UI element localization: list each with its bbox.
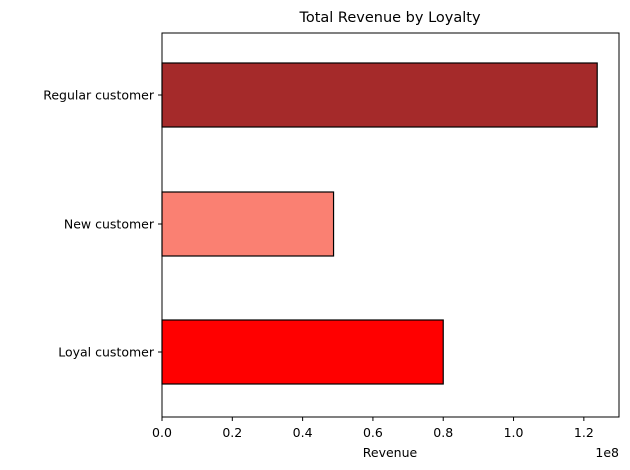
axis-multiplier: 1e8 xyxy=(595,445,619,460)
bar-regular-customer xyxy=(161,62,598,128)
y-tick-label: New customer xyxy=(64,217,155,232)
y-axis-ticks: Loyal customer New customer Regular custom… xyxy=(43,88,162,360)
y-tick-label: Loyal customer xyxy=(58,345,155,360)
x-tick-label: 0.0 xyxy=(152,425,172,440)
x-axis-label: Revenue xyxy=(363,445,418,460)
bar-new-customer xyxy=(161,191,335,257)
plot-frame xyxy=(161,32,620,418)
x-tick-label: 0.6 xyxy=(363,425,383,440)
bar-loyal-customer xyxy=(161,319,444,385)
x-tick-label: 0.2 xyxy=(222,425,242,440)
chart-title: Total Revenue by Loyalty xyxy=(298,10,480,26)
x-axis-ticks: 0.0 0.2 0.4 0.6 0.8 1.0 1.2 xyxy=(152,417,594,440)
x-tick-label: 0.8 xyxy=(433,425,453,440)
x-tick-label: 1.2 xyxy=(574,425,594,440)
y-tick-label: Regular customer xyxy=(43,88,155,103)
x-tick-label: 0.4 xyxy=(293,425,313,440)
bars-group xyxy=(161,62,598,385)
x-tick-label: 1.0 xyxy=(504,425,524,440)
